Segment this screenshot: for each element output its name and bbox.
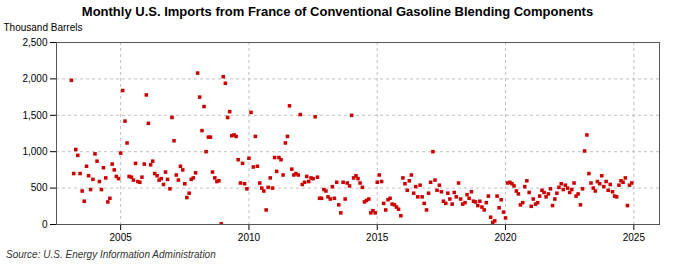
svg-text:0: 0	[42, 219, 48, 230]
html-text:Source: U.S. Energy Informatio: Source: U.S. Energy Information Administ…	[6, 249, 216, 260]
svg-text:2010: 2010	[238, 232, 261, 243]
svg-text:500: 500	[31, 182, 48, 193]
svg-text:2,500: 2,500	[22, 37, 47, 48]
svg-text:2005: 2005	[110, 232, 133, 243]
svg-text:1,500: 1,500	[22, 110, 47, 121]
html-text:Monthly U.S. Imports from Fran: Monthly U.S. Imports from France of Conv…	[81, 4, 594, 19]
svg-text:1,000: 1,000	[22, 146, 47, 157]
svg-text:2015: 2015	[366, 232, 389, 243]
svg-text:2,000: 2,000	[22, 73, 47, 84]
svg-text:2025: 2025	[623, 232, 646, 243]
svg-text:2020: 2020	[494, 232, 517, 243]
svg-text:Thousand Barrels: Thousand Barrels	[4, 22, 83, 33]
